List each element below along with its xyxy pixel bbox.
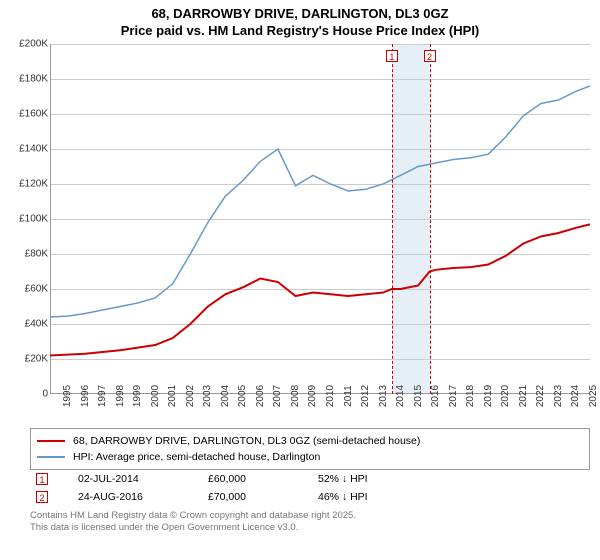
title-line-1: 68, DARROWBY DRIVE, DARLINGTON, DL3 0GZ [0,6,600,23]
info-price: £70,000 [208,491,318,503]
info-diff: 52% ↓ HPI [318,473,438,485]
plot-region: 12 [50,44,590,394]
legend-area: 68, DARROWBY DRIVE, DARLINGTON, DL3 0GZ … [30,428,590,506]
title-line-2: Price paid vs. HM Land Registry's House … [0,23,600,40]
legend-swatch [37,440,65,442]
legend-row: HPI: Average price, semi-detached house,… [37,449,583,465]
y-tick-label: £80K [25,248,48,259]
info-date: 02-JUL-2014 [78,473,208,485]
x-axis: 1995199619971998199920002001200220032004… [50,394,590,424]
y-tick-label: £120K [19,178,48,189]
y-tick-label: 0 [42,388,48,399]
marker-label-box: 2 [424,50,436,62]
y-tick-label: £40K [25,318,48,329]
footer-line-1: Contains HM Land Registry data © Crown c… [30,510,590,522]
y-tick-label: £60K [25,283,48,294]
footer-line-2: This data is licensed under the Open Gov… [30,522,590,534]
info-price: £60,000 [208,473,318,485]
chart-title-block: 68, DARROWBY DRIVE, DARLINGTON, DL3 0GZ … [0,0,600,42]
chart-svg [50,44,590,394]
legend-swatch [37,456,65,458]
y-tick-label: £20K [25,353,48,364]
legend-row: 68, DARROWBY DRIVE, DARLINGTON, DL3 0GZ … [37,433,583,449]
y-tick-label: £160K [19,108,48,119]
legend-label: HPI: Average price, semi-detached house,… [73,451,320,463]
y-tick-label: £180K [19,73,48,84]
marker-line [430,44,431,394]
y-tick-label: £100K [19,213,48,224]
footer: Contains HM Land Registry data © Crown c… [30,510,590,535]
marker-label-box: 1 [386,50,398,62]
info-diff: 46% ↓ HPI [318,491,438,503]
y-tick-label: £140K [19,143,48,154]
info-marker: 1 [36,473,48,485]
legend-box: 68, DARROWBY DRIVE, DARLINGTON, DL3 0GZ … [30,428,590,470]
info-date: 24-AUG-2016 [78,491,208,503]
legend-label: 68, DARROWBY DRIVE, DARLINGTON, DL3 0GZ … [73,435,420,447]
x-tick-label: 2025 [576,385,599,407]
series-price_paid [50,224,590,355]
chart-area: 0 £20K £40K £60K £80K £100K £120K £140K £160K £18… [10,44,590,424]
info-row: 2 24-AUG-2016£70,00046% ↓ HPI [30,488,590,506]
info-row: 1 02-JUL-2014£60,00052% ↓ HPI [30,470,590,488]
info-rows: 1 02-JUL-2014£60,00052% ↓ HPI 2 24-AUG-2016… [30,470,590,506]
series-hpi [50,86,590,317]
info-marker: 2 [36,491,48,503]
y-axis: 0£20K£40K£60K£80K£100K£120K£140K£160K£18… [10,44,50,394]
y-tick-label: £200K [19,38,48,49]
marker-line [392,44,393,394]
